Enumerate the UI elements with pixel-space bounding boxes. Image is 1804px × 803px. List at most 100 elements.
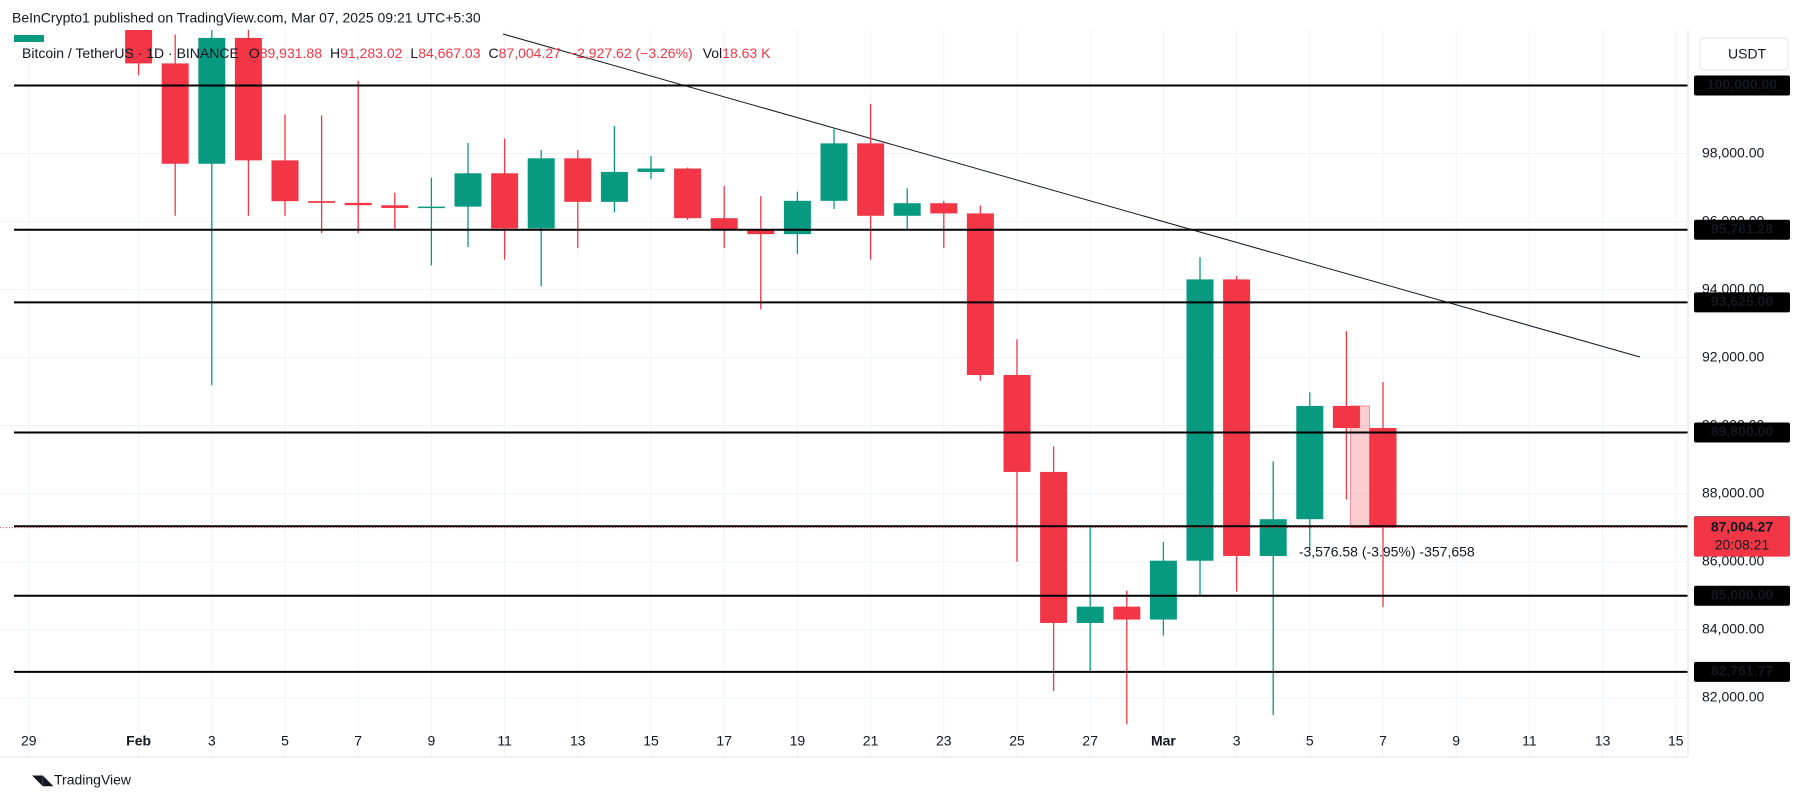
x-tick-label: 7	[354, 733, 362, 749]
ohlc-key: O	[249, 45, 260, 61]
candle-body	[381, 205, 409, 208]
symbol-marker	[14, 35, 44, 42]
y-tick-label: 88,000.00	[1702, 484, 1764, 500]
ohlc-value: 84,667.03	[418, 45, 480, 61]
level-label: 82,761.77	[1711, 663, 1773, 679]
candle-body	[1186, 279, 1214, 561]
candle-body	[308, 201, 336, 203]
candle-body	[747, 229, 775, 235]
x-tick-label: 19	[790, 733, 806, 749]
level-label: 100,000.00	[1707, 76, 1777, 92]
y-tick-label: 92,000.00	[1702, 348, 1764, 364]
level-label: 85,000.00	[1711, 586, 1773, 602]
candle-body	[783, 200, 811, 235]
y-tick-label: 98,000.00	[1702, 144, 1764, 160]
x-tick-label: 23	[936, 733, 952, 749]
candle-body	[198, 37, 226, 164]
level-label-box	[1694, 585, 1790, 606]
candle-body	[271, 160, 299, 202]
last-price-label: 87,004.27	[1711, 518, 1773, 534]
axes: 82,000.0084,000.0086,000.0088,000.0090,0…	[21, 75, 1790, 749]
last-price-box	[1694, 516, 1790, 557]
brand: TradingView	[54, 772, 132, 788]
candle-body	[1223, 279, 1251, 556]
x-tick-label: 13	[1595, 733, 1611, 749]
level-label-box	[1694, 292, 1790, 313]
countdown: 20:08:21	[1715, 536, 1770, 552]
x-tick-label: 15	[643, 733, 659, 749]
level-label-box	[1694, 422, 1790, 443]
candle-body	[1296, 405, 1324, 520]
x-tick-label: 13	[570, 733, 586, 749]
y-tick-label: 84,000.00	[1702, 620, 1764, 636]
publisher: BeInCrypto1 published on TradingView.com…	[12, 10, 481, 26]
x-tick-label: 11	[1522, 733, 1537, 749]
y-tick-label: 94,000.00	[1702, 280, 1764, 296]
x-tick-label: 3	[208, 733, 216, 749]
level-label-box	[1694, 219, 1790, 240]
candle-body	[820, 143, 848, 201]
candle-body	[1259, 519, 1287, 556]
brand-logo: ◥◣	[32, 772, 54, 788]
currency[interactable]: USDT	[1728, 46, 1767, 62]
candle-body	[1332, 405, 1360, 428]
candle-body	[491, 173, 519, 229]
ohlc-key: L	[410, 45, 418, 61]
plot	[0, 30, 1688, 725]
ohlc-value: 91,283.02	[340, 45, 402, 61]
candle-body	[1003, 374, 1031, 472]
vol-key: Vol	[703, 45, 722, 61]
symbol: Bitcoin / TetherUS · 1D · BINANCE	[22, 45, 239, 61]
symbol-legend: Bitcoin / TetherUS · 1D · BINANCE O89,931…	[22, 45, 771, 61]
level-label: 89,800.00	[1711, 423, 1773, 439]
x-tick-label: Mar	[1151, 733, 1176, 749]
x-tick-label: 27	[1082, 733, 1098, 749]
x-tick-label: 5	[281, 733, 289, 749]
candle-body	[893, 203, 921, 216]
candle-body	[674, 168, 702, 219]
level-label-box	[1694, 661, 1790, 682]
x-tick-label: 29	[21, 733, 37, 749]
vol-value: 18.63 K	[722, 45, 771, 61]
candle-body	[454, 173, 482, 207]
x-tick-label: 25	[1009, 733, 1025, 749]
candle-body	[344, 202, 372, 206]
x-tick-label: Feb	[126, 733, 151, 749]
candle-body	[417, 206, 445, 209]
candle-body	[125, 30, 153, 64]
candle-body	[1040, 471, 1068, 623]
candle-body	[1076, 606, 1104, 623]
x-tick-label: 17	[716, 733, 732, 749]
y-tick-label: 82,000.00	[1702, 688, 1764, 704]
x-tick-label: 9	[428, 733, 436, 749]
candle-body	[1149, 560, 1177, 620]
ohlc-key: H	[330, 45, 340, 61]
level-label-box	[1694, 75, 1790, 96]
x-tick-label: 21	[863, 733, 879, 749]
ohlc-key: C	[489, 45, 499, 61]
candle-body	[564, 158, 592, 202]
candle-body	[234, 37, 262, 161]
candle-body	[857, 143, 885, 216]
ohlc-value: 87,004.27	[499, 45, 561, 61]
x-tick-label: 9	[1452, 733, 1460, 749]
x-tick-label: 11	[497, 733, 512, 749]
candle-body	[1113, 606, 1141, 620]
measure-label: -3,576.58 (-3.95%) -357,658	[1299, 544, 1475, 560]
candle-body	[966, 213, 994, 375]
currency-button[interactable]	[1699, 37, 1789, 71]
candle-body	[1369, 427, 1397, 528]
candle-body	[930, 203, 958, 214]
candle-body	[527, 158, 555, 229]
ohlc-value: 89,931.88	[260, 45, 322, 61]
measure-box	[1349, 405, 1371, 529]
x-tick-label: 7	[1379, 733, 1387, 749]
x-tick-label: 3	[1233, 733, 1241, 749]
level-label: 93,625.00	[1711, 293, 1773, 309]
level-label: 95,761.28	[1711, 220, 1773, 236]
change: −2,927.62 (−3.26%)	[569, 45, 693, 61]
candle-body	[710, 218, 738, 230]
